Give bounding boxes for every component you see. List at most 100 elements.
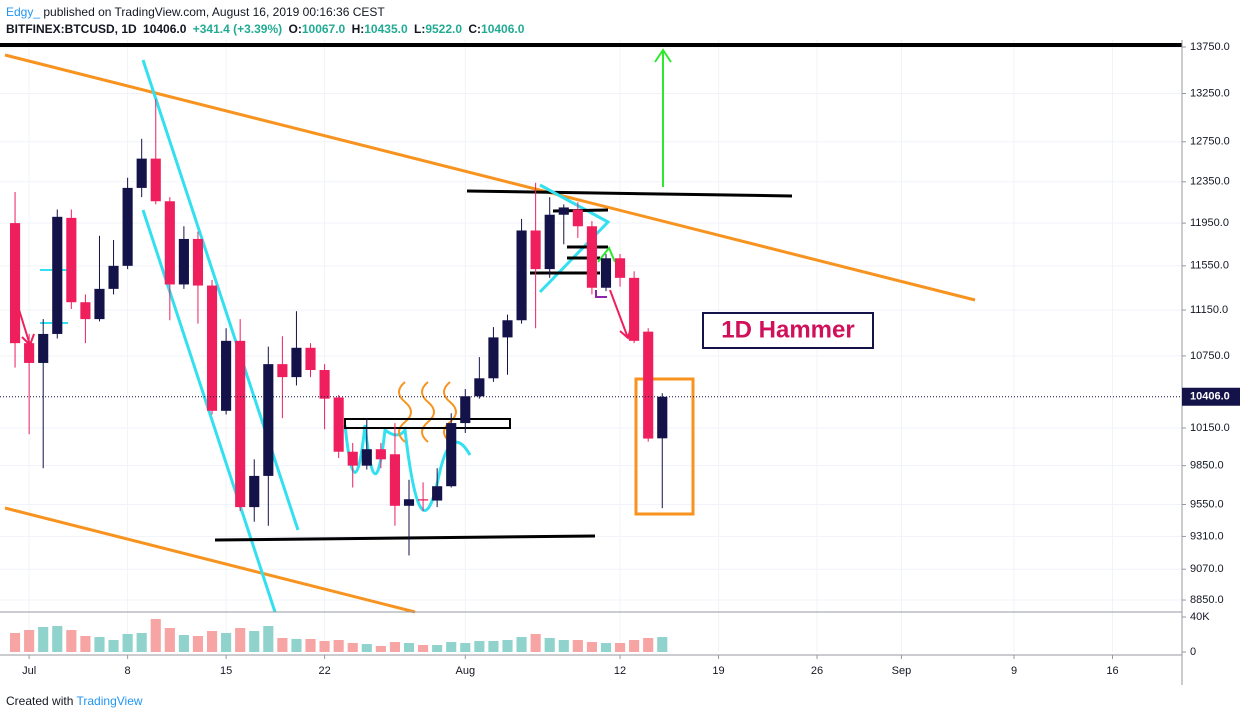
candle-body (361, 449, 372, 466)
volume-bar (150, 619, 161, 652)
candle-body (347, 451, 358, 466)
candle-body (235, 340, 246, 508)
candle-body (164, 201, 175, 285)
candle-body (66, 217, 77, 303)
volume-bar (24, 630, 35, 652)
candle-body (263, 364, 274, 476)
x-tick-label: Jul (22, 665, 36, 677)
volume-bar (178, 635, 189, 652)
author[interactable]: Edgy_ (6, 5, 41, 19)
box (344, 418, 511, 429)
volume-tick-label: 40K (1190, 611, 1210, 623)
c: 10406.0 (481, 22, 525, 36)
candle-body (52, 216, 63, 334)
last-price-box (1182, 387, 1240, 406)
y-tick-label: 9070.0 (1190, 563, 1224, 575)
volume-bar (614, 642, 626, 652)
volume-bar (432, 644, 443, 652)
candle-body (516, 230, 527, 321)
candle-body (403, 499, 415, 506)
marks (0, 99, 1182, 652)
y-tick-label: 9550.0 (1190, 498, 1224, 510)
candle-body (319, 370, 330, 399)
x-tick-label: 26 (811, 665, 823, 677)
volume-bar (516, 637, 527, 652)
candle-body (375, 449, 386, 460)
y-tick-label: 13250.0 (1190, 87, 1230, 99)
volume-bar (80, 635, 91, 652)
candle-body (9, 223, 21, 344)
o-label: O: (288, 22, 302, 36)
candle-body (643, 331, 654, 439)
y-tick-label: 9310.0 (1190, 530, 1224, 542)
volume-bar (249, 630, 260, 652)
volume-bar (446, 642, 457, 652)
y-tick-label: 10750.0 (1190, 350, 1230, 362)
volume-bar (164, 628, 175, 652)
y-tick-label: 9850.0 (1190, 460, 1224, 472)
arrow (654, 48, 672, 187)
candle-body (136, 158, 147, 188)
volume-bar (206, 630, 218, 652)
candle-body (432, 486, 443, 501)
candle-body (249, 475, 260, 508)
candle-body (474, 378, 485, 397)
arrow (597, 246, 616, 263)
volume-bar (319, 640, 330, 652)
volume-tick-label: 0 (1190, 646, 1196, 658)
candle-body (544, 214, 555, 270)
volume-bar (586, 642, 597, 652)
x-tick-label: 15 (220, 665, 232, 677)
annotation-box (702, 312, 874, 349)
y-tick-label: 11150.0 (1190, 304, 1228, 316)
volume-bar (389, 642, 401, 652)
candle-body (629, 277, 640, 341)
candle-body (38, 333, 49, 363)
annotation: 1D Hammer (721, 316, 854, 343)
volume-bar (361, 644, 372, 652)
l-label: L: (413, 22, 426, 36)
candle-body (24, 343, 35, 363)
x-tick-label: Aug (455, 665, 475, 677)
volume-bar (488, 640, 499, 652)
h-label: H: (351, 22, 365, 36)
volume-bar (600, 642, 612, 652)
candle-body (206, 285, 218, 411)
l: 9522.0 (425, 22, 463, 36)
h: 10435.0 (364, 22, 408, 36)
volume-bar (263, 626, 274, 652)
x-tick-label: Sep (892, 665, 912, 677)
y-tick-label: 10150.0 (1190, 422, 1230, 434)
trend-line (4, 53, 976, 302)
volume-bar (643, 637, 654, 652)
footer: Created with TradingView (6, 694, 143, 708)
volume-bar (235, 628, 246, 652)
candle-body (586, 226, 597, 288)
candle-body (291, 347, 302, 378)
candle-body (502, 320, 513, 338)
brand[interactable]: TradingView (76, 694, 143, 708)
volume-bar (530, 633, 541, 652)
volume-bar (122, 633, 133, 652)
last-price-label: 10406.0 (1190, 391, 1230, 403)
volume-bar (629, 640, 640, 652)
candle-body (460, 396, 471, 424)
y-tick-label: 11950.0 (1190, 217, 1229, 229)
volume-bar (9, 633, 21, 652)
c-label: C: (468, 22, 482, 36)
triangle (538, 183, 611, 294)
volume-bar (418, 644, 429, 652)
candle-body (600, 258, 612, 288)
o: 10067.0 (301, 22, 346, 36)
publish-line: Edgy_ published on TradingView.com, Augu… (6, 4, 527, 21)
x-tick-label: 8 (125, 665, 131, 677)
volume-bar (347, 642, 358, 652)
candle-body (80, 302, 91, 320)
candle-body (657, 396, 668, 439)
volume-bar (94, 637, 105, 652)
last: 10406.0 (143, 22, 187, 36)
candle-body (446, 423, 457, 487)
y-tick-label: 8850.0 (1190, 594, 1224, 606)
